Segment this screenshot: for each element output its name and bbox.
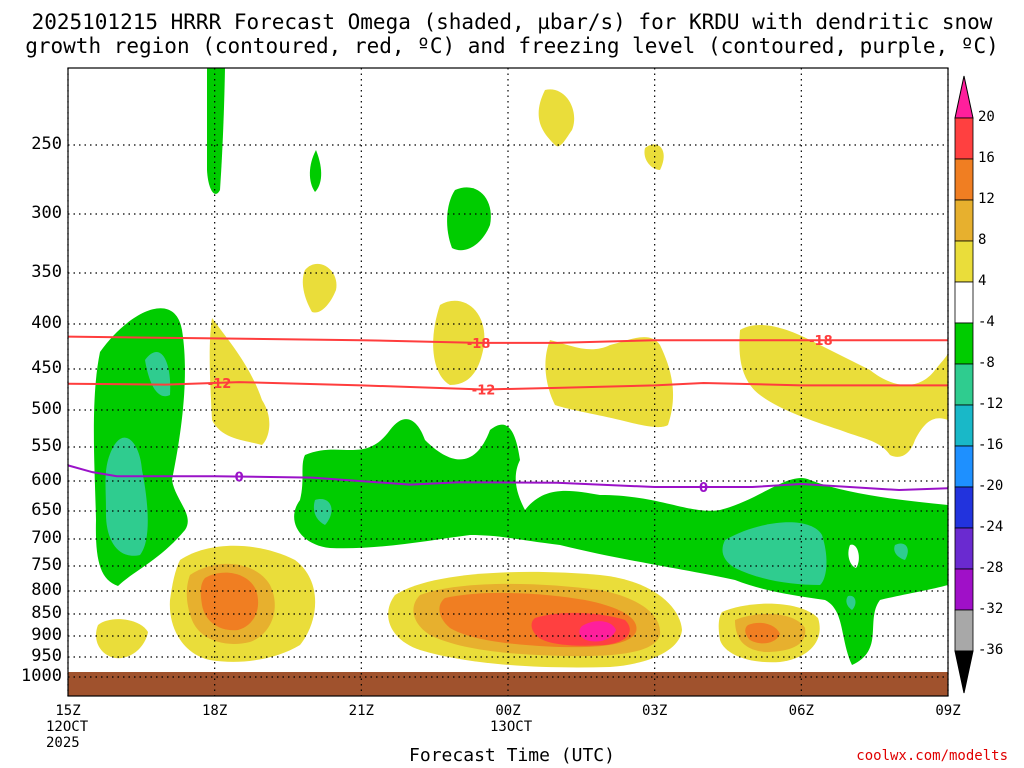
contour-label: -18: [467, 337, 491, 352]
colorbar-bin: [954, 240, 974, 283]
colorbar-bin: [954, 568, 974, 611]
colorbar-bin: [954, 527, 974, 570]
colorbar-label: 8: [978, 232, 987, 248]
omega-region-neg8: [846, 595, 856, 610]
contour-lines: [67, 335, 949, 492]
omega-region-pos4: [739, 324, 948, 457]
omega-region-neg8: [105, 437, 148, 556]
omega-region-neg8: [313, 499, 332, 525]
colorbar-label: -20: [978, 478, 1004, 494]
colorbar-bin: [954, 281, 974, 324]
x-tick-label: 09Z: [935, 703, 961, 719]
omega-region-white: [848, 544, 859, 568]
omega-region-pos20: [579, 621, 616, 642]
colorbar-bin: [954, 486, 974, 529]
colorbar-bin: [954, 117, 974, 160]
chart-title-line2: growth region (contoured, red, ºC) and f…: [25, 34, 999, 58]
colorbar-bin: [954, 322, 974, 365]
x-tick-date-label: 12OCT: [46, 719, 89, 735]
contour-label: -12: [472, 384, 496, 399]
x-tick-label: 21Z: [348, 703, 374, 719]
omega-region-pos4: [302, 263, 337, 313]
y-tick-label: 1000: [21, 666, 62, 686]
y-tick-label: 450: [31, 358, 62, 378]
y-tick-label: 600: [31, 470, 62, 490]
contour-label: -12: [208, 377, 232, 392]
y-tick-label: 350: [31, 262, 62, 282]
x-axis-title: Forecast Time (UTC): [409, 745, 615, 766]
omega-region-neg8: [894, 543, 908, 560]
y-tick-label: 650: [31, 500, 62, 520]
colorbar-label: 4: [978, 273, 987, 289]
x-tick-label: 03Z: [642, 703, 668, 719]
contour-line: [67, 381, 948, 391]
y-tick-label: 900: [31, 625, 62, 645]
omega-region-pos4: [95, 619, 148, 659]
y-tick-label: 750: [31, 555, 62, 575]
colorbar-over-triangle: [954, 75, 974, 119]
omega-region-neg4: [447, 187, 491, 251]
colorbar-bin: [954, 363, 974, 406]
colorbar-label: -32: [978, 601, 1004, 617]
y-tick-label: 950: [31, 646, 62, 666]
colorbar-label: -12: [978, 396, 1004, 412]
colorbar-label: 20: [978, 109, 995, 125]
contour-labels: -18 -18 -12 -12 0 0: [208, 334, 833, 496]
colorbar-label: -4: [978, 314, 995, 330]
contour-label: -18: [809, 334, 833, 349]
colorbar-bin: [954, 158, 974, 201]
y-tick-label: 800: [31, 580, 62, 600]
chart-title-line1: 2025101215 HRRR Forecast Omega (shaded, …: [31, 10, 993, 34]
x-tick-date-label: 2025: [46, 735, 80, 751]
colorbar-label: -24: [978, 519, 1004, 535]
omega-region-pos12: [200, 572, 259, 631]
contour-label: 0: [235, 471, 244, 486]
credit-text: coolwx.com/modelts: [856, 748, 1008, 764]
colorbar-label: -28: [978, 560, 1004, 576]
colorbar-label: -36: [978, 642, 1004, 658]
y-tick-label: 250: [31, 134, 62, 154]
y-tick-label: 500: [31, 399, 62, 419]
omega-region-pos12: [745, 622, 780, 644]
colorbar-label: 12: [978, 191, 995, 207]
contour-line: [67, 335, 948, 344]
colorbar-bin: [954, 404, 974, 447]
plot-frame: [67, 67, 949, 697]
x-tick-label: 15Z: [55, 703, 81, 719]
omega-region-neg4: [294, 419, 948, 665]
colorbar-label: -8: [978, 355, 995, 371]
y-tick-label: 550: [31, 436, 62, 456]
colorbar-label: -16: [978, 437, 1004, 453]
shading-layer: [68, 68, 948, 696]
colorbar-label: 16: [978, 150, 995, 166]
omega-region-pos4: [538, 89, 575, 147]
y-tick-label: 400: [31, 313, 62, 333]
contour-line: [67, 464, 949, 492]
omega-region-neg8: [722, 522, 827, 585]
colorbar-bin: [954, 609, 974, 652]
colorbar-under-triangle: [954, 650, 974, 694]
y-tick-label: 850: [31, 603, 62, 623]
x-tick-date-label: 13OCT: [490, 719, 533, 735]
omega-region-pos4: [545, 337, 674, 428]
colorbar-bin: [954, 445, 974, 488]
omega-region-neg4: [207, 68, 225, 194]
x-tick-label: 00Z: [495, 703, 521, 719]
x-tick-label: 18Z: [202, 703, 228, 719]
y-tick-label: 700: [31, 528, 62, 548]
x-tick-label: 06Z: [788, 703, 814, 719]
colorbar-bin: [954, 199, 974, 242]
y-tick-label: 300: [31, 203, 62, 223]
omega-region-neg4: [309, 150, 322, 192]
colorbar: [954, 75, 974, 694]
contour-label: 0: [699, 481, 708, 496]
